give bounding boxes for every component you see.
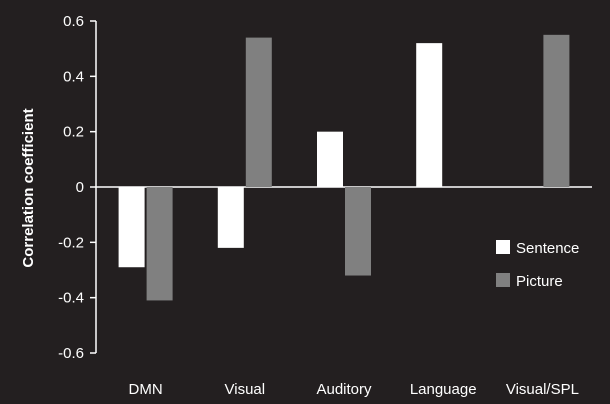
- y-tick-label: 0: [76, 179, 84, 196]
- y-tick-label: 0.4: [63, 68, 84, 85]
- bar-picture-visual: [245, 37, 272, 187]
- bar-sentence-visual: [217, 187, 244, 248]
- bar-picture-visual-spl: [543, 34, 570, 188]
- y-tick-label: -0.6: [58, 345, 84, 362]
- y-tick-label: 0.6: [63, 13, 84, 30]
- y-tick-label: -0.4: [58, 290, 84, 307]
- bar-sentence-language: [416, 43, 443, 188]
- x-tick-label: Auditory: [316, 381, 372, 398]
- x-tick-label: DMN: [129, 381, 163, 398]
- bar-picture-dmn: [146, 187, 173, 301]
- y-axis-label-group: Correlation coefficient: [20, 108, 37, 267]
- y-tick-label: -0.2: [58, 234, 84, 251]
- legend-label-picture: Picture: [516, 273, 563, 290]
- bar-sentence-dmn: [118, 187, 145, 268]
- y-tick-label: 0.2: [63, 124, 84, 141]
- legend-label-sentence: Sentence: [516, 240, 579, 257]
- bar-picture-auditory: [345, 187, 371, 276]
- bar-sentence-auditory: [317, 131, 343, 187]
- y-axis-label: Correlation coefficient: [20, 108, 37, 267]
- legend-swatch-picture: [496, 273, 510, 287]
- legend-swatch-sentence: [496, 240, 510, 254]
- plot-area: 0.6 0.4 0.2 0 -0.2 -0.4 -0.6 DMN Visual Auditory L…: [58, 13, 592, 398]
- x-tick-label: Visual/SPL: [506, 381, 579, 398]
- x-tick-label: Visual: [225, 381, 266, 398]
- x-tick-label: Language: [410, 381, 477, 398]
